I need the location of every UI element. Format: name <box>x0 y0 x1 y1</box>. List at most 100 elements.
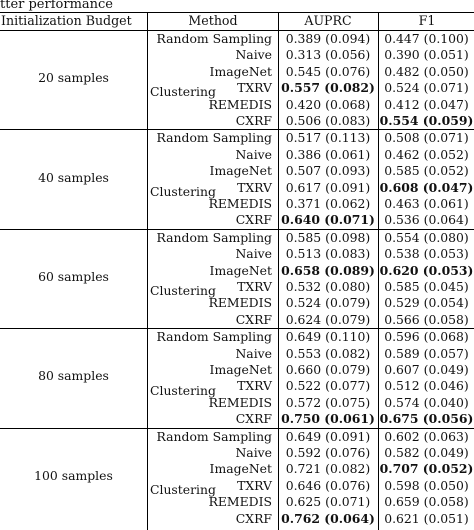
top-rule <box>0 12 474 13</box>
method-name: ImageNet <box>209 362 272 377</box>
f1-value: 0.529 (0.054) <box>384 295 469 311</box>
auprc-value: 0.513 (0.083) <box>285 246 371 262</box>
f1-value: 0.607 (0.049) <box>384 362 469 377</box>
auprc-value: 0.585 (0.098) <box>285 229 371 245</box>
method-name: TXRV <box>237 378 272 394</box>
method-name: CXRF <box>235 212 272 228</box>
auprc-value: 0.660 (0.079) <box>285 362 371 377</box>
f1-value: 0.554 (0.059) <box>379 113 474 128</box>
method-name: TXRV <box>237 279 272 294</box>
auprc-value: 0.389 (0.094) <box>285 31 371 46</box>
f1-value: 0.659 (0.058) <box>384 494 469 510</box>
auprc-value: 0.532 (0.080) <box>285 279 371 294</box>
auprc-value: 0.624 (0.079) <box>285 311 371 327</box>
f1-value: 0.412 (0.047) <box>384 96 469 112</box>
method-name: REMEDIS <box>208 394 272 410</box>
auprc-value: 0.517 (0.113) <box>285 130 371 146</box>
method-name: Random Sampling <box>156 130 272 146</box>
auprc-value: 0.506 (0.083) <box>285 113 371 128</box>
auprc-value: 0.649 (0.091) <box>285 428 371 444</box>
budget-label: 20 samples <box>38 70 109 86</box>
f1-value: 0.508 (0.071) <box>384 130 469 146</box>
f1-value: 0.574 (0.040) <box>384 394 469 410</box>
method-name: Naive <box>235 345 272 361</box>
header-auprc: AUPRC <box>304 13 352 28</box>
auprc-value: 0.646 (0.076) <box>285 477 371 493</box>
table-caption: tter performance <box>0 0 113 12</box>
column-divider <box>278 12 279 530</box>
method-name: REMEDIS <box>208 96 272 112</box>
method-name: Naive <box>235 146 272 162</box>
f1-value: 0.608 (0.047) <box>379 179 474 195</box>
auprc-value: 0.386 (0.061) <box>285 146 371 162</box>
method-name: REMEDIS <box>208 196 272 211</box>
f1-value: 0.598 (0.050) <box>384 477 469 493</box>
auprc-value: 0.592 (0.076) <box>285 445 371 460</box>
clustering-label: Clustering <box>150 283 216 299</box>
auprc-value: 0.750 (0.061) <box>281 411 375 427</box>
clustering-label: Clustering <box>150 382 216 398</box>
f1-value: 0.589 (0.057) <box>384 345 469 361</box>
f1-value: 0.585 (0.045) <box>384 279 469 294</box>
f1-value: 0.596 (0.068) <box>384 329 469 345</box>
column-divider <box>147 12 148 530</box>
method-name: ImageNet <box>209 163 272 179</box>
auprc-value: 0.617 (0.091) <box>285 179 371 195</box>
auprc-value: 0.625 (0.071) <box>285 494 371 510</box>
group-rule <box>0 129 474 131</box>
method-name: Random Sampling <box>156 428 272 444</box>
budget-label: 40 samples <box>38 169 109 185</box>
f1-value: 0.462 (0.052) <box>384 146 469 162</box>
f1-value: 0.524 (0.071) <box>384 80 469 96</box>
method-name: Naive <box>235 445 272 460</box>
f1-value: 0.566 (0.058) <box>384 311 469 327</box>
f1-value: 0.447 (0.100) <box>384 31 469 46</box>
method-name: CXRF <box>235 113 272 128</box>
header-budget: Initialization Budget <box>1 13 132 28</box>
f1-value: 0.585 (0.052) <box>384 163 469 179</box>
auprc-value: 0.524 (0.079) <box>285 295 371 311</box>
method-name: Random Sampling <box>156 329 272 345</box>
group-rule <box>0 427 474 429</box>
method-name: CXRF <box>235 510 272 526</box>
auprc-value: 0.649 (0.110) <box>285 329 371 345</box>
method-name: Random Sampling <box>156 229 272 245</box>
clustering-label: Clustering <box>150 183 216 199</box>
method-name: TXRV <box>237 179 272 195</box>
f1-value: 0.538 (0.053) <box>384 246 469 262</box>
auprc-value: 0.371 (0.062) <box>285 196 371 211</box>
auprc-value: 0.545 (0.076) <box>285 63 371 79</box>
f1-value: 0.463 (0.061) <box>384 196 469 211</box>
method-name: TXRV <box>237 477 272 493</box>
header-rule <box>0 30 474 31</box>
method-name: TXRV <box>237 80 272 96</box>
method-name: ImageNet <box>209 461 272 477</box>
clustering-label: Clustering <box>150 84 216 100</box>
method-name: CXRF <box>235 311 272 327</box>
method-name: REMEDIS <box>208 494 272 510</box>
auprc-value: 0.420 (0.068) <box>285 96 371 112</box>
method-name: Naive <box>235 246 272 262</box>
auprc-value: 0.522 (0.077) <box>285 378 371 394</box>
method-name: REMEDIS <box>208 295 272 311</box>
f1-value: 0.554 (0.080) <box>384 229 469 245</box>
method-name: ImageNet <box>209 63 272 79</box>
header-f1: F1 <box>418 13 436 28</box>
auprc-value: 0.658 (0.089) <box>281 262 375 278</box>
group-rule <box>0 328 474 329</box>
auprc-value: 0.721 (0.082) <box>285 461 371 477</box>
method-name: Random Sampling <box>156 31 272 46</box>
f1-value: 0.390 (0.051) <box>384 47 469 63</box>
f1-value: 0.602 (0.063) <box>384 428 469 444</box>
budget-label: 60 samples <box>38 269 109 284</box>
f1-value: 0.621 (0.051) <box>384 510 469 526</box>
auprc-value: 0.762 (0.064) <box>281 510 375 526</box>
f1-value: 0.536 (0.064) <box>384 212 469 228</box>
method-name: CXRF <box>235 411 272 427</box>
method-name: Naive <box>235 47 272 63</box>
auprc-value: 0.557 (0.082) <box>281 80 375 96</box>
clustering-label: Clustering <box>150 482 216 497</box>
budget-label: 100 samples <box>34 467 113 483</box>
auprc-value: 0.553 (0.082) <box>285 345 371 361</box>
f1-value: 0.482 (0.050) <box>384 63 469 79</box>
